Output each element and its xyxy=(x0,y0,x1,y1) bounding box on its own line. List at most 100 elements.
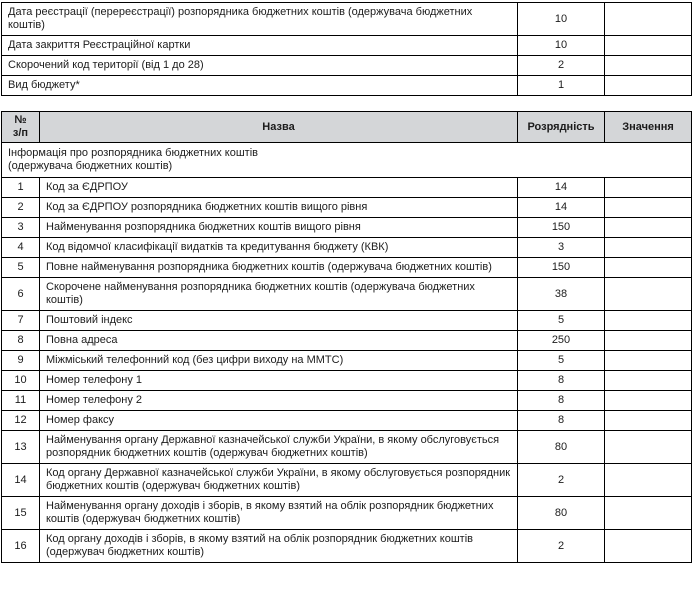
row-digits: 250 xyxy=(517,330,605,351)
row-label: Дата закриття Реєстраційної картки xyxy=(1,35,518,56)
row-number: 14 xyxy=(1,463,40,497)
table-row: 5 Повне найменування розпорядника бюджет… xyxy=(1,257,692,278)
row-digits: 2 xyxy=(517,55,605,76)
row-name: Номер факсу xyxy=(39,410,518,431)
table-row: 2 Код за ЄДРПОУ розпорядника бюджетних к… xyxy=(1,197,692,218)
row-label: Вид бюджету* xyxy=(1,75,518,96)
table-row: Дата закриття Реєстраційної картки 10 xyxy=(1,35,692,56)
row-value-cell xyxy=(604,496,692,530)
row-label: Дата реєстрації (перереєстрації) розпоря… xyxy=(1,2,518,36)
header-name: Назва xyxy=(39,111,518,143)
row-value-cell xyxy=(604,330,692,351)
row-number: 9 xyxy=(1,350,40,371)
row-name: Код органу доходів і зборів, в якому взя… xyxy=(39,529,518,563)
row-value-cell xyxy=(604,2,692,36)
table-row: 6 Скорочене найменування розпорядника бю… xyxy=(1,277,692,311)
row-value-cell xyxy=(604,217,692,238)
row-value-cell xyxy=(604,277,692,311)
row-digits: 10 xyxy=(517,2,605,36)
table-row: 10 Номер телефону 1 8 xyxy=(1,370,692,391)
row-name: Повне найменування розпорядника бюджетни… xyxy=(39,257,518,278)
table-row: 7 Поштовий індекс 5 xyxy=(1,310,692,331)
registration-dates-table: Дата реєстрації (перереєстрації) розпоря… xyxy=(1,2,692,96)
row-digits: 8 xyxy=(517,370,605,391)
row-value-cell xyxy=(604,463,692,497)
table-header-row: № з/п Назва Розрядність Значення xyxy=(1,111,692,143)
table-row: Скорочений код території (від 1 до 28) 2 xyxy=(1,55,692,76)
row-value-cell xyxy=(604,390,692,411)
row-number: 12 xyxy=(1,410,40,431)
row-value-cell xyxy=(604,237,692,258)
row-name: Найменування розпорядника бюджетних кошт… xyxy=(39,217,518,238)
row-number: 15 xyxy=(1,496,40,530)
row-digits: 5 xyxy=(517,310,605,331)
row-digits: 3 xyxy=(517,237,605,258)
row-digits: 1 xyxy=(517,75,605,96)
row-number: 6 xyxy=(1,277,40,311)
row-number: 1 xyxy=(1,177,40,198)
table-row: 4 Код відомчої класифікації видатків та … xyxy=(1,237,692,258)
row-digits: 80 xyxy=(517,496,605,530)
row-name: Скорочене найменування розпорядника бюдж… xyxy=(39,277,518,311)
row-number: 8 xyxy=(1,330,40,351)
row-value-cell xyxy=(604,410,692,431)
row-digits: 14 xyxy=(517,177,605,198)
table-row: 13 Найменування органу Державної казначе… xyxy=(1,430,692,464)
table-row: 1 Код за ЄДРПОУ 14 xyxy=(1,177,692,198)
table-row: 9 Міжміський телефонний код (без цифри в… xyxy=(1,350,692,371)
table-row: Вид бюджету* 1 xyxy=(1,75,692,96)
row-digits: 14 xyxy=(517,197,605,218)
table-row: 14 Код органу Державної казначейської сл… xyxy=(1,463,692,497)
table-row: 8 Повна адреса 250 xyxy=(1,330,692,351)
row-value-cell xyxy=(604,257,692,278)
table-row: 15 Найменування органу доходів і зборів,… xyxy=(1,496,692,530)
table-row: 12 Номер факсу 8 xyxy=(1,410,692,431)
row-name: Поштовий індекс xyxy=(39,310,518,331)
row-name: Найменування органу доходів і зборів, в … xyxy=(39,496,518,530)
row-name: Код за ЄДРПОУ xyxy=(39,177,518,198)
row-value-cell xyxy=(604,75,692,96)
header-digits: Розрядність xyxy=(517,111,605,143)
row-value-cell xyxy=(604,370,692,391)
row-digits: 2 xyxy=(517,463,605,497)
row-name: Найменування органу Державної казначейсь… xyxy=(39,430,518,464)
row-value-cell xyxy=(604,350,692,371)
row-value-cell xyxy=(604,430,692,464)
row-number: 7 xyxy=(1,310,40,331)
row-value-cell xyxy=(604,35,692,56)
row-number: 3 xyxy=(1,217,40,238)
row-number: 2 xyxy=(1,197,40,218)
row-value-cell xyxy=(604,197,692,218)
section-title: Інформація про розпорядника бюджетних ко… xyxy=(1,142,692,178)
row-name: Повна адреса xyxy=(39,330,518,351)
row-number: 5 xyxy=(1,257,40,278)
row-digits: 38 xyxy=(517,277,605,311)
table-row: 3 Найменування розпорядника бюджетних ко… xyxy=(1,217,692,238)
table-row: Дата реєстрації (перереєстрації) розпоря… xyxy=(1,2,692,36)
row-name: Код відомчої класифікації видатків та кр… xyxy=(39,237,518,258)
row-digits: 150 xyxy=(517,217,605,238)
row-number: 4 xyxy=(1,237,40,258)
row-name: Код органу Державної казначейської служб… xyxy=(39,463,518,497)
row-digits: 10 xyxy=(517,35,605,56)
row-number: 10 xyxy=(1,370,40,391)
manager-info-table: № з/п Назва Розрядність Значення Інформа… xyxy=(1,111,692,563)
row-digits: 8 xyxy=(517,410,605,431)
row-value-cell xyxy=(604,177,692,198)
row-value-cell xyxy=(604,310,692,331)
header-value: Значення xyxy=(604,111,692,143)
row-value-cell xyxy=(604,529,692,563)
row-number: 13 xyxy=(1,430,40,464)
table-row: 11 Номер телефону 2 8 xyxy=(1,390,692,411)
row-digits: 5 xyxy=(517,350,605,371)
row-number: 11 xyxy=(1,390,40,411)
row-label: Скорочений код території (від 1 до 28) xyxy=(1,55,518,76)
section-row: Інформація про розпорядника бюджетних ко… xyxy=(1,142,692,178)
row-digits: 2 xyxy=(517,529,605,563)
row-number: 16 xyxy=(1,529,40,563)
row-name: Код за ЄДРПОУ розпорядника бюджетних кош… xyxy=(39,197,518,218)
row-name: Міжміський телефонний код (без цифри вих… xyxy=(39,350,518,371)
row-name: Номер телефону 2 xyxy=(39,390,518,411)
row-digits: 150 xyxy=(517,257,605,278)
